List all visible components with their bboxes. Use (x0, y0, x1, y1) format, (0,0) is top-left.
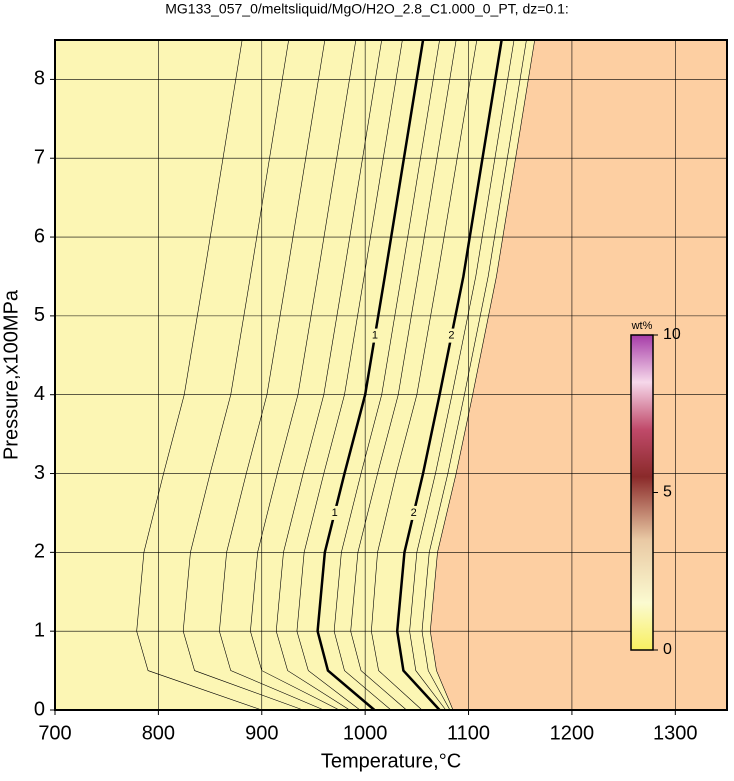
contour (296, 39, 403, 711)
contour (275, 39, 382, 711)
contour (429, 39, 536, 711)
colorbar-label: wt% (631, 320, 653, 332)
contour (333, 39, 440, 711)
chart-title: MG133_057_0/meltsliquid/MgO/H2O_2.8_C1.0… (165, 1, 569, 17)
plot-frame (54, 39, 728, 711)
y-tick-label: 4 (34, 383, 45, 405)
contour-label: 1 (332, 507, 338, 519)
contour-label: 2 (448, 329, 454, 341)
y-tick-label: 3 (34, 462, 45, 484)
contour-label-bg (370, 328, 379, 343)
x-tick-label: 1000 (343, 722, 388, 744)
contour (350, 39, 457, 711)
y-tick-label: 8 (34, 68, 45, 90)
contour (421, 39, 527, 711)
x-tick-label: 1200 (550, 722, 595, 744)
colorbar-tick-label: 0 (663, 641, 672, 658)
contour-label: 2 (411, 507, 417, 519)
y-tick-label: 7 (34, 147, 45, 169)
y-tick-label: 5 (34, 304, 45, 326)
contour (182, 39, 304, 711)
y-tick-label: 2 (34, 541, 45, 563)
x-tick-label: 900 (245, 722, 278, 744)
y-tick-label: 6 (34, 225, 45, 247)
colorbar-tick-label: 10 (663, 326, 681, 343)
x-tick-label: 1100 (447, 722, 490, 744)
contour (136, 39, 262, 711)
x-axis-label: Temperature,°C (321, 750, 461, 772)
x-tick-label: 800 (142, 722, 175, 744)
colorbar (630, 334, 654, 651)
contour-label: 1 (372, 329, 378, 341)
y-tick-label: 0 (34, 698, 45, 720)
x-tick-label: 1300 (653, 722, 698, 744)
contour-label-bg (330, 505, 339, 520)
contour (371, 39, 478, 711)
contour (250, 39, 357, 711)
contour-label-bg (409, 505, 418, 520)
y-axis-label: Pressure,x100MPa (0, 289, 22, 460)
contour-label-bg (447, 328, 456, 343)
y-tick-label: 1 (34, 619, 45, 641)
x-tick-label: 700 (38, 722, 71, 744)
contour (219, 39, 326, 711)
contour (409, 39, 515, 711)
colorbar-tick-label: 5 (663, 484, 672, 501)
